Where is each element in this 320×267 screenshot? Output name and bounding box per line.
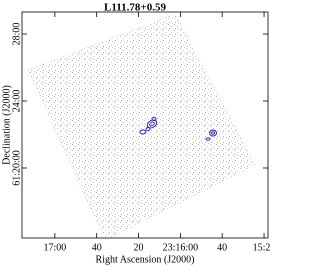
- x-tick-label: 17:00: [43, 242, 66, 253]
- x-axis-label: Right Ascension (J2000): [96, 254, 195, 265]
- x-tick-label: 20: [134, 242, 144, 253]
- x-tick-label: 40: [92, 242, 102, 253]
- contours: [139, 117, 217, 141]
- y-axis-label: Declination (J2000): [1, 85, 12, 165]
- y-tick-label: 24:00: [11, 90, 22, 113]
- plot-frame: [21, 11, 269, 239]
- image-field: [27, 13, 256, 241]
- x-tick-label: 15:20: [253, 242, 270, 253]
- y-tick-label: 61:20:00: [11, 150, 22, 186]
- x-tick-label: 40: [217, 242, 227, 253]
- y-tick-label: 28:00: [11, 23, 22, 46]
- chart: L111.78+0.59 Right Ascension (J2000) Dec…: [1, 2, 270, 266]
- x-tick-label: 23:16:00: [163, 242, 199, 253]
- chart-title: L111.78+0.59: [104, 2, 166, 14]
